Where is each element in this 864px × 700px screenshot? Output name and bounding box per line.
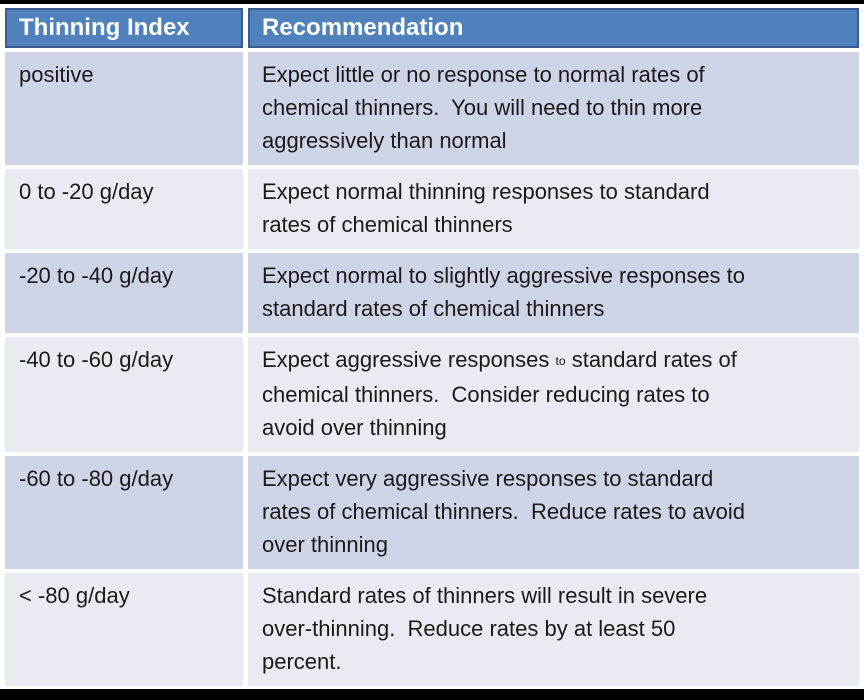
recommendation-text-part: standard rates of chemical thinners. Con…	[262, 347, 737, 441]
recommendation-cell: Expect normal thinning responses to stan…	[248, 169, 859, 249]
thinning-index-cell: -20 to -40 g/day	[5, 253, 243, 333]
table-row: positive Expect little or no response to…	[5, 52, 859, 165]
recommendation-cell: Expect normal to slightly aggressive res…	[248, 253, 859, 333]
header-row: Thinning Index Recommendation	[5, 8, 859, 48]
recommendation-cell: Expect aggressive responses to standard …	[248, 337, 859, 453]
bottom-border-bar	[0, 689, 864, 700]
recommendation-cell: Standard rates of thinners will result i…	[248, 573, 859, 687]
table-row: < -80 g/day Standard rates of thinners w…	[5, 573, 859, 687]
table-row: 0 to -20 g/day Expect normal thinning re…	[5, 169, 859, 249]
thinning-index-cell: -60 to -80 g/day	[5, 456, 243, 570]
recommendation-small-word: to	[555, 354, 566, 369]
top-border-bar	[0, 0, 864, 4]
thinning-index-cell: 0 to -20 g/day	[5, 169, 243, 249]
recommendation-text-part: Expect aggressive responses	[262, 347, 556, 372]
thinning-index-cell: < -80 g/day	[5, 573, 243, 687]
table-row: -60 to -80 g/day Expect very aggressive …	[5, 456, 859, 570]
thinning-recommendation-table: Thinning Index Recommendation positive E…	[0, 4, 864, 690]
table-row: -20 to -40 g/day Expect normal to slight…	[5, 253, 859, 333]
recommendation-cell: Expect little or no response to normal r…	[248, 52, 859, 165]
table-row: -40 to -60 g/day Expect aggressive respo…	[5, 337, 859, 453]
recommendation-cell: Expect very aggressive responses to stan…	[248, 456, 859, 570]
thinning-index-cell: -40 to -60 g/day	[5, 337, 243, 453]
thinning-index-cell: positive	[5, 52, 243, 165]
col-header-thinning-index: Thinning Index	[5, 8, 243, 48]
col-header-recommendation: Recommendation	[248, 8, 859, 48]
